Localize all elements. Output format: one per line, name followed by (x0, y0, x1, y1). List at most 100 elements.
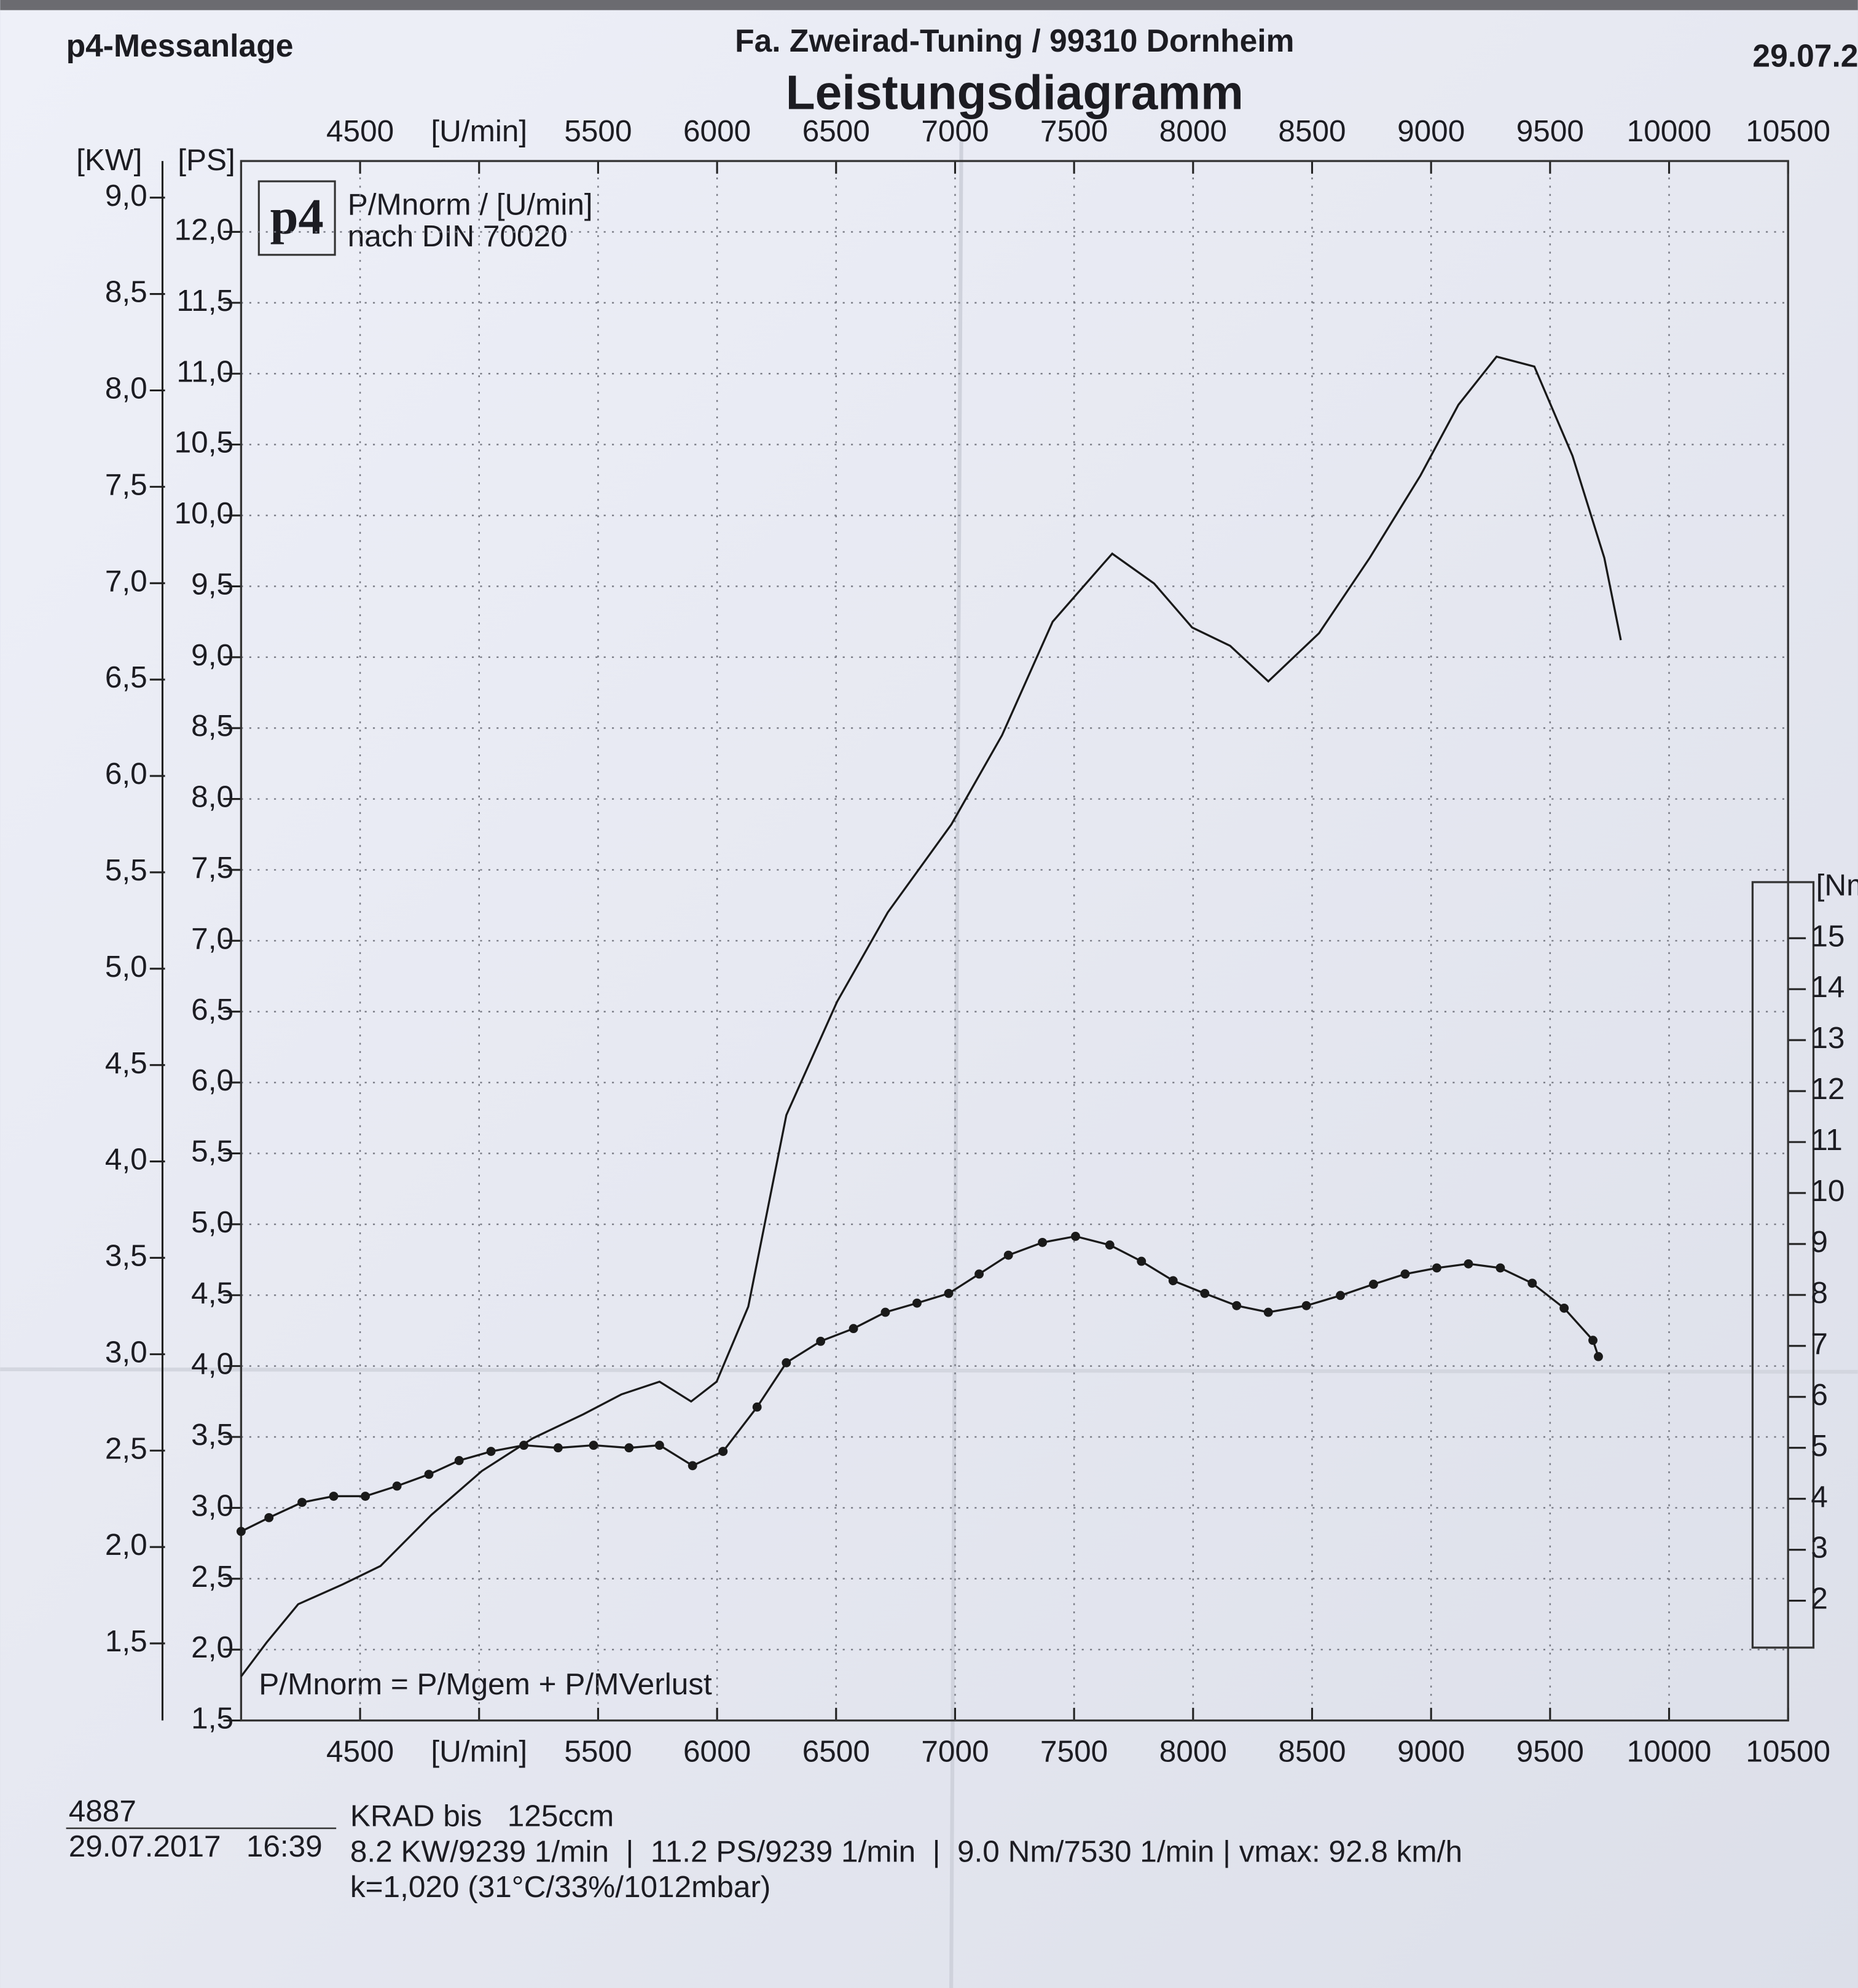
curve-point (1105, 1240, 1115, 1250)
curve-point (589, 1441, 598, 1450)
curve-point (361, 1492, 370, 1501)
curve-point (1200, 1288, 1210, 1298)
footer-results: 8.2 KW/9239 1/min | 11.2 PS/9239 1/min |… (350, 1834, 1462, 1868)
x-tick-label-top: 10500 (1746, 114, 1830, 148)
plot-frame (240, 160, 1789, 1722)
x-tick-label: 8000 (1159, 1734, 1227, 1768)
y2-tick-label: 6 (1811, 1378, 1828, 1412)
curve-point (1263, 1307, 1273, 1317)
curve-point (974, 1269, 984, 1279)
x-tick-label-top: 8500 (1278, 114, 1346, 148)
y2-axis-box (1751, 881, 1815, 1649)
kw-tick-label: 6,0 (105, 757, 147, 791)
y-tick-label: 6,5 (191, 993, 233, 1027)
y2-tick-label: 12 (1811, 1072, 1844, 1106)
curve-point (553, 1443, 563, 1453)
curve-point (1495, 1263, 1505, 1273)
curve-point (816, 1336, 826, 1346)
legend-text: P/Mnorm / [U/min] (348, 187, 593, 221)
chart-title: Leistungsdiagramm (786, 66, 1244, 120)
curve-point (718, 1447, 728, 1456)
x-tick-label-top: 9500 (1516, 114, 1584, 148)
curve-point (1594, 1352, 1603, 1361)
curve-point (1232, 1301, 1242, 1310)
kw-tick-label: 1,5 (105, 1624, 147, 1658)
y2-tick-label: 8 (1811, 1276, 1828, 1310)
kw-tick-label: 7,5 (105, 468, 147, 501)
x-tick-label-top: 10000 (1627, 114, 1712, 148)
kw-tick-label: 4,5 (105, 1046, 147, 1080)
x-tick-label: 7500 (1040, 1734, 1108, 1768)
paper-edge (0, 0, 1858, 10)
y-tick-label: 2,5 (191, 1560, 233, 1594)
y2-tick-label: 7 (1811, 1327, 1828, 1361)
curve-point (1464, 1259, 1473, 1269)
curve-point (486, 1447, 496, 1456)
fold (949, 139, 963, 1988)
kw-tick-label: 6,5 (105, 660, 147, 694)
y2-tick-label: 5 (1811, 1429, 1828, 1463)
footer-id: 4887 (69, 1794, 136, 1828)
curve-point (392, 1481, 402, 1491)
curve-point (1071, 1232, 1080, 1241)
curve-point (1168, 1276, 1178, 1286)
x-tick-label-top: 8000 (1159, 114, 1227, 148)
y-tick-label: 9,0 (191, 638, 233, 672)
footer-class: KRAD bis 125ccm (350, 1799, 614, 1833)
y2-tick-label: 14 (1811, 970, 1844, 1004)
curve-point (264, 1513, 274, 1522)
x-tick-label: 6000 (683, 1734, 751, 1768)
kw-tick-label: 5,5 (105, 853, 147, 887)
curve-point (912, 1298, 922, 1308)
kw-tick-label: 8,0 (105, 372, 147, 405)
y2-axis-label: [Nm (1816, 869, 1858, 902)
y-tick-label: 9,5 (191, 567, 233, 601)
curve-point (1527, 1278, 1537, 1288)
curve-point (654, 1441, 664, 1450)
kw-tick-label: 2,0 (105, 1528, 147, 1562)
y2-tick-label: 11 (1811, 1123, 1842, 1157)
x-tick-label-top: [U/min] (431, 114, 527, 148)
y-tick-label: 8,5 (191, 709, 233, 743)
curve-point (688, 1461, 697, 1471)
kw-tick-label: 7,0 (105, 564, 147, 598)
curve-point (454, 1456, 464, 1465)
x-tick-label-top: 9000 (1397, 114, 1465, 148)
curve-point (329, 1492, 339, 1501)
x-tick-label-top: 7000 (921, 114, 989, 148)
kw-tick-label: 3,0 (105, 1335, 147, 1369)
curve (240, 1235, 1600, 1533)
curve-point (1369, 1280, 1378, 1289)
y-tick-label: 1,5 (191, 1702, 233, 1736)
y2-tick-label: 3 (1811, 1531, 1828, 1565)
kw-tick-label: 9,0 (105, 179, 147, 213)
y2-tick-label: 9 (1811, 1225, 1828, 1259)
y-tick-label: 11,5 (176, 284, 233, 318)
y-tick-label: 12,0 (174, 213, 233, 247)
logo-box (257, 180, 336, 256)
y-tick-label: 10,5 (174, 426, 233, 460)
y-tick-label: 7,0 (191, 922, 233, 955)
x-tick-label: 8500 (1278, 1734, 1346, 1768)
x-tick-label: 9000 (1397, 1734, 1465, 1768)
y-tick-label: 8,0 (191, 780, 233, 814)
x-tick-label: 10000 (1627, 1734, 1712, 1768)
header-left: p4-Messanlage (66, 28, 294, 63)
kw-axis-label: [KW] (76, 143, 142, 177)
x-tick-label-top: 7500 (1040, 114, 1108, 148)
fold (0, 1367, 1858, 1374)
curve-point (1400, 1269, 1410, 1279)
curve-point (297, 1498, 307, 1507)
y-axis-label: [PS] (178, 143, 235, 177)
curve-point (519, 1441, 529, 1450)
y-tick-label: 4,0 (191, 1347, 233, 1381)
header-right: 29.07.2 (1752, 38, 1858, 74)
kw-tick-label: 8,5 (105, 275, 147, 309)
curve-point (1336, 1291, 1346, 1301)
curve-point (880, 1307, 890, 1317)
footer-conditions: k=1,020 (31°C/33%/1012mbar) (350, 1870, 771, 1904)
y2-tick-label: 13 (1811, 1021, 1844, 1055)
kw-tick-label: 3,5 (105, 1239, 147, 1273)
curve-point (752, 1402, 762, 1412)
